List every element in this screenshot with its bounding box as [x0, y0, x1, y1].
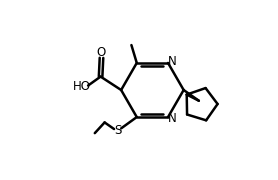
Text: S: S [114, 124, 122, 137]
Text: HO: HO [73, 80, 91, 93]
Text: N: N [168, 55, 176, 68]
Text: N: N [168, 112, 176, 125]
Text: O: O [97, 46, 106, 59]
